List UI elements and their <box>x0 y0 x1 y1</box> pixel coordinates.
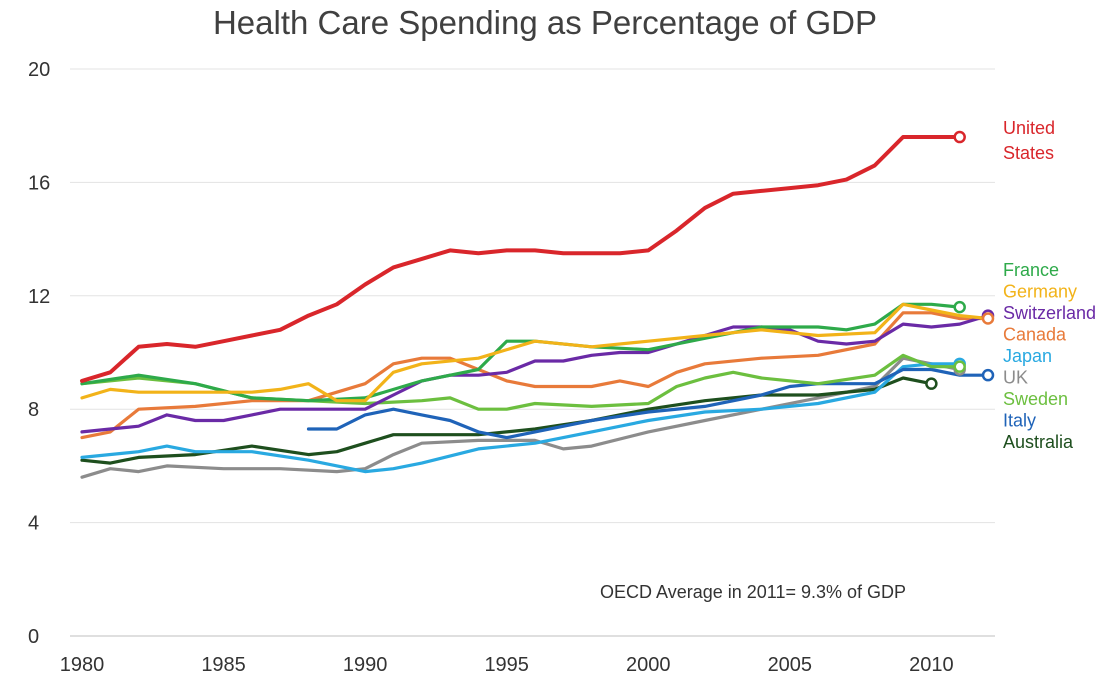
y-tick-label: 20 <box>28 59 50 81</box>
x-tick-label: 2000 <box>626 654 671 676</box>
x-tick-label: 1995 <box>484 654 529 676</box>
x-tick-label: 1990 <box>343 654 388 676</box>
legend-label-italy: Italy <box>1003 411 1036 431</box>
y-tick-label: 8 <box>28 399 39 421</box>
series-line-italy <box>306 367 990 440</box>
y-tick-label: 0 <box>28 626 39 648</box>
x-tick-label: 2005 <box>768 654 813 676</box>
series-line-canada <box>80 311 990 440</box>
series-line-united-states <box>80 135 962 383</box>
legend-label-united-states: States <box>1003 143 1054 163</box>
y-tick-label: 16 <box>28 172 50 194</box>
y-tick-labels: 0 4 8 12 16 20 <box>28 59 50 648</box>
x-tick-label: 1985 <box>201 654 246 676</box>
x-tick-label: 1980 <box>60 654 105 676</box>
series-line-japan <box>80 362 962 474</box>
legend-label-sweden: Sweden <box>1003 389 1068 409</box>
series-line-uk <box>80 356 962 479</box>
end-marker-united-states <box>953 130 966 144</box>
legend-label-australia: Australia <box>1003 432 1074 452</box>
gridlines <box>70 68 995 637</box>
legend-label-uk: UK <box>1003 368 1028 388</box>
legend-label-switzerland: Switzerland <box>1003 303 1096 323</box>
end-marker-italy <box>981 368 995 382</box>
legend-label-germany: Germany <box>1003 282 1077 302</box>
legend-label-france: France <box>1003 260 1059 280</box>
oecd-average-annotation: OECD Average in 2011= 9.3% of GDP <box>600 582 907 602</box>
end-marker-sweden <box>953 360 966 373</box>
legend-label-united-states: United <box>1003 118 1055 138</box>
x-tick-label: 2010 <box>909 654 954 676</box>
chart-title: Health Care Spending as Percentage of GD… <box>212 4 878 41</box>
legend-labels: United States FranceGermanySwitzerlandCana… <box>1003 118 1096 452</box>
end-marker-australia <box>925 377 938 390</box>
end-marker-canada <box>981 312 995 325</box>
y-tick-label: 4 <box>28 513 39 535</box>
legend-label-japan: Japan <box>1003 346 1052 366</box>
y-tick-label: 12 <box>28 286 50 308</box>
end-markers <box>925 130 995 390</box>
series-line-germany <box>80 302 990 403</box>
series-line-switzerland <box>80 314 990 434</box>
legend-label-canada: Canada <box>1003 325 1067 345</box>
x-tick-labels: 1980 1985 1990 1995 2000 2005 2010 <box>60 654 954 676</box>
end-marker-france <box>953 300 966 314</box>
series-lines <box>80 135 990 479</box>
